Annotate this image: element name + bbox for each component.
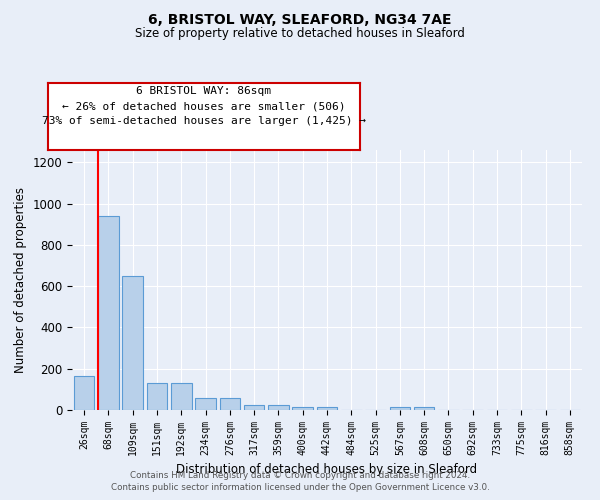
Bar (268, 405, 289, 410)
Text: Contains HM Land Registry data © Crown copyright and database right 2024.
Contai: Contains HM Land Registry data © Crown c… (110, 471, 490, 492)
Bar (317, 407, 337, 410)
Text: 6, BRISTOL WAY, SLEAFORD, NG34 7AE: 6, BRISTOL WAY, SLEAFORD, NG34 7AE (148, 12, 452, 26)
Y-axis label: Number of detached properties: Number of detached properties (14, 187, 27, 373)
Bar (195, 398, 216, 410)
Bar (98, 216, 119, 410)
Text: Size of property relative to detached houses in Sleaford: Size of property relative to detached ho… (135, 28, 465, 40)
Bar (389, 407, 410, 410)
Bar (292, 407, 313, 410)
X-axis label: Distribution of detached houses by size in Sleaford: Distribution of detached houses by size … (176, 464, 478, 476)
Bar (146, 383, 167, 410)
Bar (74, 376, 94, 410)
Bar (122, 276, 143, 410)
Bar (244, 405, 265, 410)
Bar (414, 407, 434, 410)
Bar (171, 383, 191, 410)
Bar (220, 398, 240, 410)
Text: 6 BRISTOL WAY: 86sqm
← 26% of detached houses are smaller (506)
73% of semi-deta: 6 BRISTOL WAY: 86sqm ← 26% of detached h… (42, 86, 366, 126)
